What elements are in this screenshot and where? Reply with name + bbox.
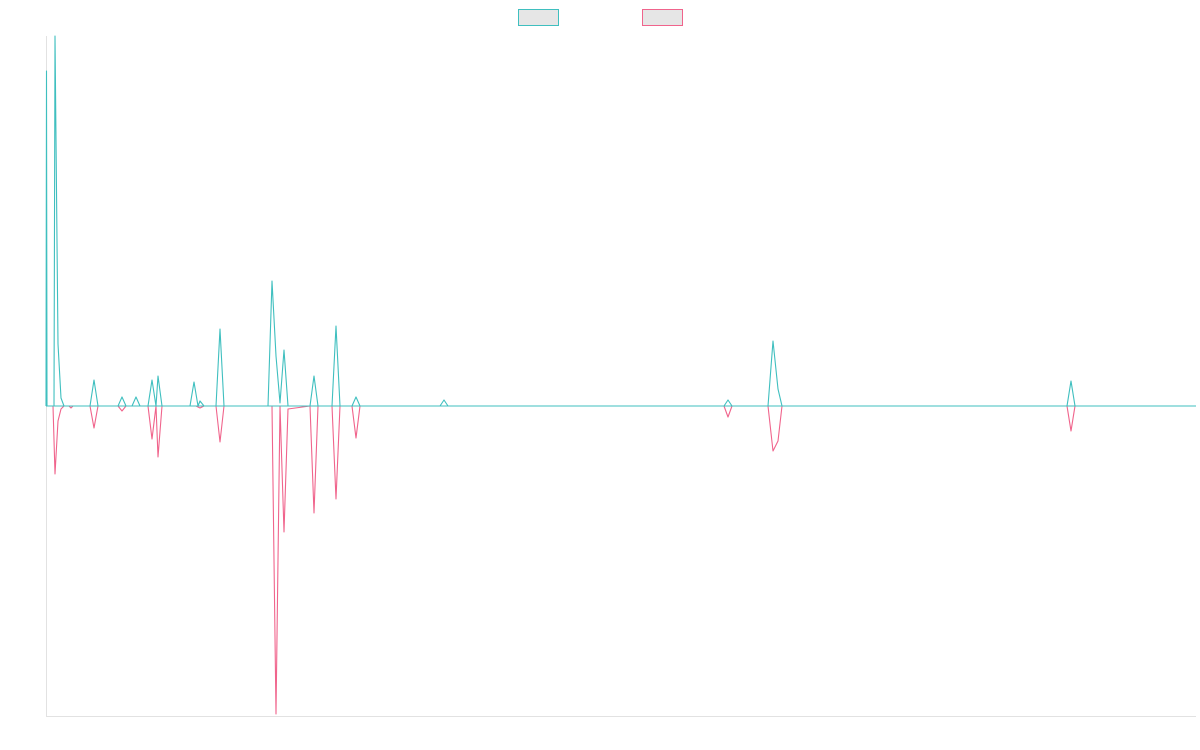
- legend-swatch-1[interactable]: [518, 9, 559, 26]
- legend[interactable]: [518, 9, 683, 26]
- series-line-2: [46, 405, 1196, 715]
- legend-swatch-2[interactable]: [642, 9, 683, 26]
- series-line-1: [45, 35, 1196, 407]
- series-layer: [45, 35, 1196, 715]
